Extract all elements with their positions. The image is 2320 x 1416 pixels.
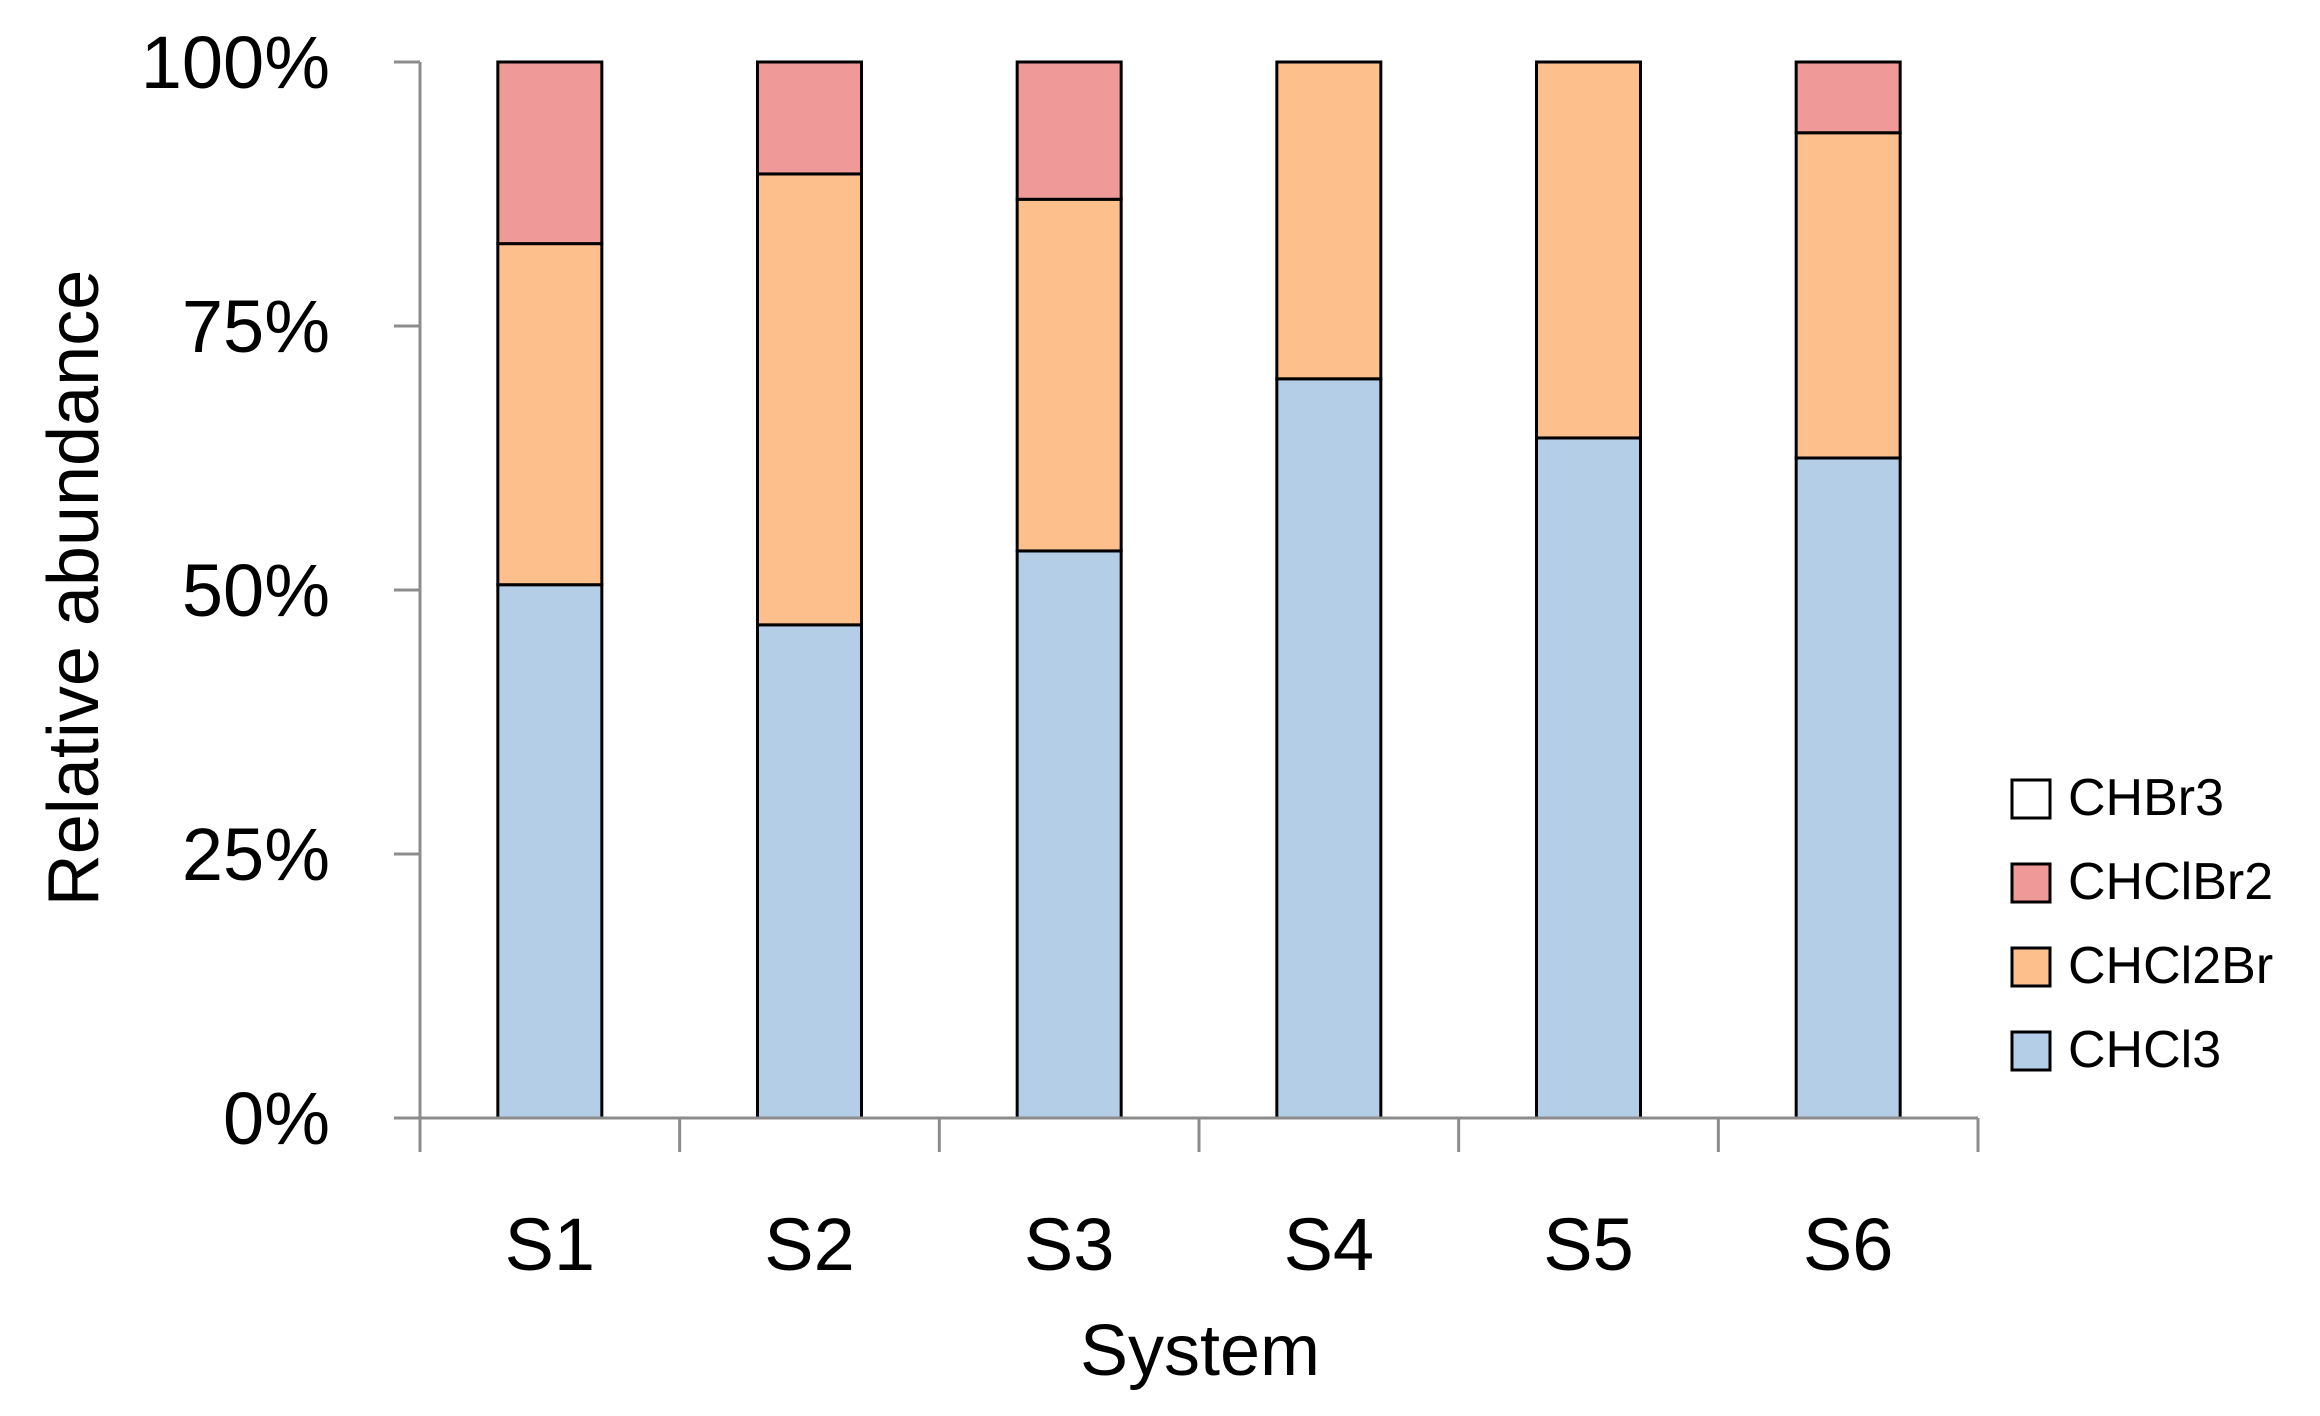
- bar-s1-chcl2br: [496, 242, 604, 587]
- legend-label-chbr3: CHBr3: [2068, 769, 2224, 827]
- bar-s4-chcl2br: [1275, 60, 1383, 381]
- bar-s1-chcl3: [496, 583, 604, 1120]
- bar-s2-chcl3: [756, 623, 863, 1120]
- y-tick-label: 50%: [182, 549, 330, 632]
- x-axis-title: System: [1080, 1311, 1320, 1391]
- bar-s4-chcl3: [1275, 377, 1383, 1120]
- y-tick-label: 25%: [182, 813, 330, 896]
- y-axis-title: Relative abundance: [34, 270, 114, 906]
- bar-s6-chcl3: [1794, 456, 1902, 1120]
- legend-swatch-chclbr2: [2010, 862, 2052, 904]
- legend-label-chclbr2: CHClBr2: [2068, 853, 2273, 911]
- y-tick-label: 100%: [141, 21, 330, 104]
- legend: CHBr3 CHClBr2 CHCl2Br CHCl3: [2010, 769, 2273, 1079]
- x-tick-label-s1: S1: [505, 1203, 596, 1286]
- bar-s2-chcl2br: [756, 172, 863, 627]
- bar-s3-chcl3: [1015, 549, 1123, 1120]
- x-tick-label-s6: S6: [1803, 1203, 1894, 1286]
- x-tick-label-s2: S2: [764, 1203, 855, 1286]
- legend-label-chcl2br: CHCl2Br: [2068, 937, 2273, 995]
- bar-s2-chclbr2: [756, 60, 863, 176]
- bar-s6-chclbr2: [1794, 60, 1902, 135]
- bar-s5-chcl3: [1535, 436, 1642, 1120]
- axes-layer: 0% 25% 50% 75% 100% S1 S2 S3 S4 S5 S6: [141, 21, 1980, 1286]
- bar-s3-chcl2br: [1015, 197, 1123, 553]
- bars-layer: [496, 60, 1902, 1120]
- x-tick-label-s3: S3: [1024, 1203, 1115, 1286]
- bar-s5-chcl2br: [1535, 60, 1642, 440]
- bar-s6-chcl2br: [1794, 131, 1902, 460]
- y-tick-label: 75%: [182, 285, 330, 368]
- labels-layer: Relative abundance System: [34, 270, 1320, 1391]
- y-tick-label: 0%: [223, 1077, 330, 1160]
- bar-s3-chclbr2: [1015, 60, 1123, 201]
- legend-swatch-chbr3: [2010, 778, 2052, 820]
- legend-label-chcl3: CHCl3: [2068, 1021, 2221, 1079]
- legend-swatch-chcl2br: [2010, 946, 2052, 988]
- x-tick-label-s5: S5: [1543, 1203, 1634, 1286]
- x-tick-label-s4: S4: [1284, 1203, 1375, 1286]
- legend-swatch-chcl3: [2010, 1030, 2052, 1072]
- bar-s1-chclbr2: [496, 60, 604, 246]
